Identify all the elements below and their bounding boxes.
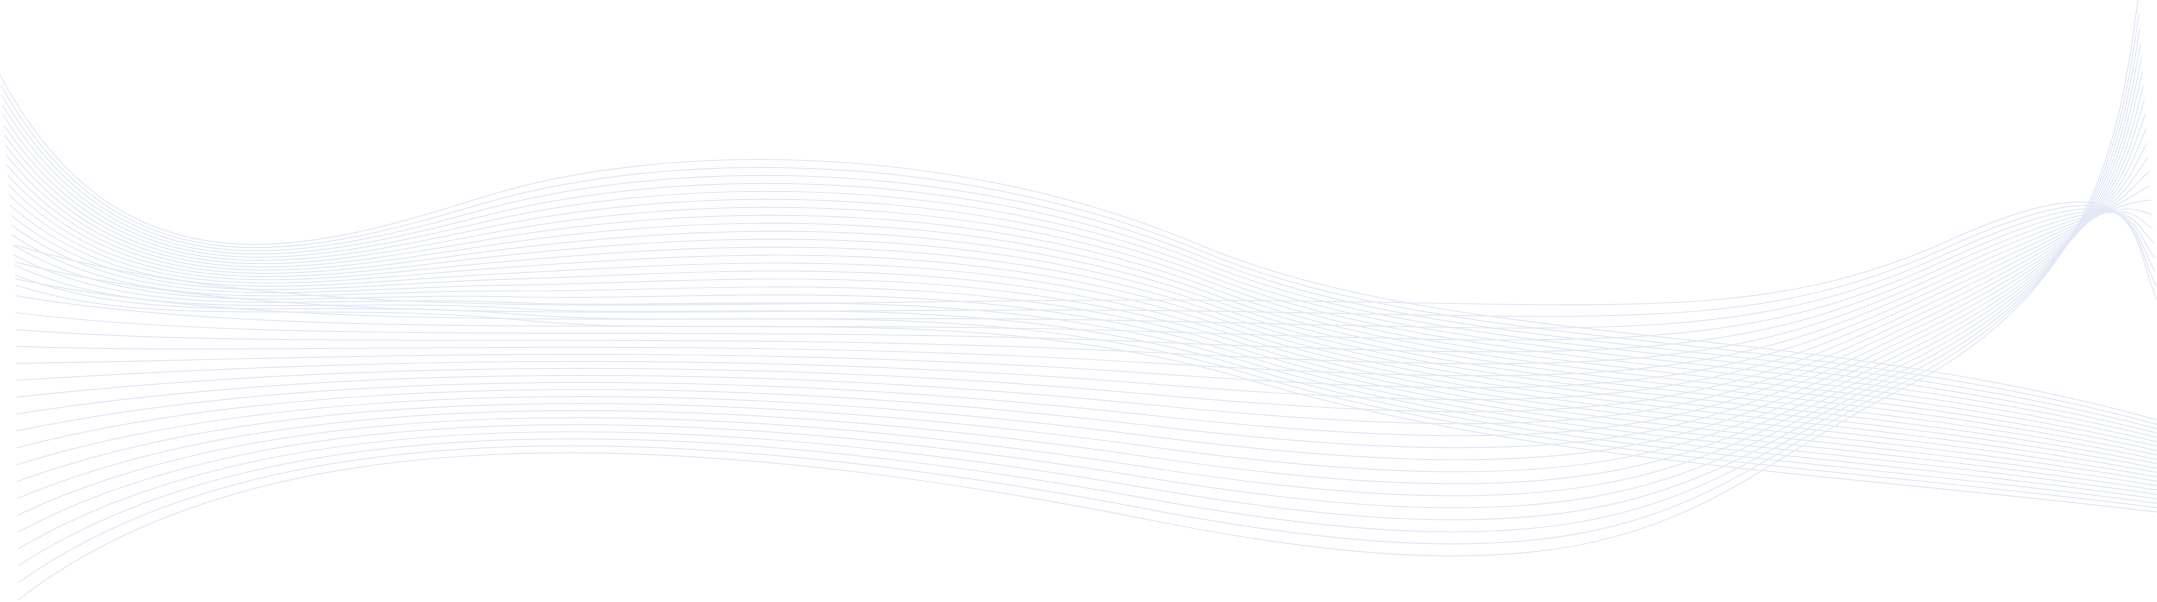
wave-line: [15, 208, 2152, 377]
wave-line: [16, 185, 2151, 401]
wave-line: [15, 211, 2154, 353]
wave-line: [17, 57, 2143, 533]
wave-line: [1, 94, 2157, 430]
wave-line: [16, 114, 2146, 466]
wave-line: [14, 201, 2157, 306]
wave-line: [1, 104, 2157, 434]
wave-line: [9, 204, 2157, 478]
wave-line: [16, 99, 2145, 483]
wave-line: [15, 210, 2155, 341]
wave-line: [15, 211, 2153, 365]
wave-line: [16, 85, 2144, 500]
wave-line: [15, 199, 2151, 389]
wave-line: [16, 142, 2148, 437]
wave-line: [7, 184, 2157, 469]
wave-line: [16, 156, 2149, 425]
wave-line: [16, 128, 2147, 449]
wave-line: [14, 264, 2157, 504]
wave-line: [15, 208, 2156, 329]
wave-line: [0, 74, 2157, 421]
wave-line: [11, 224, 2157, 487]
wave-line: [17, 42, 2142, 550]
wave-line: [10, 214, 2157, 482]
wave-line: [17, 71, 2144, 516]
wave-line: [3, 124, 2157, 443]
wave-line: [4, 144, 2157, 452]
wave-line: [16, 171, 2150, 413]
wave-line: [6, 164, 2157, 460]
wave-line: [0, 84, 2157, 425]
wave-line: [2, 114, 2157, 439]
wave-line: [8, 194, 2157, 474]
wave-line: [7, 174, 2157, 465]
wave-line: [11, 234, 2157, 491]
wave-line: [15, 205, 2157, 317]
wave-line: [12, 244, 2157, 496]
wave-line: [4, 134, 2157, 447]
wave-line: [15, 274, 2157, 509]
wave-line: [17, 0, 2139, 601]
wave-line: [5, 154, 2157, 456]
